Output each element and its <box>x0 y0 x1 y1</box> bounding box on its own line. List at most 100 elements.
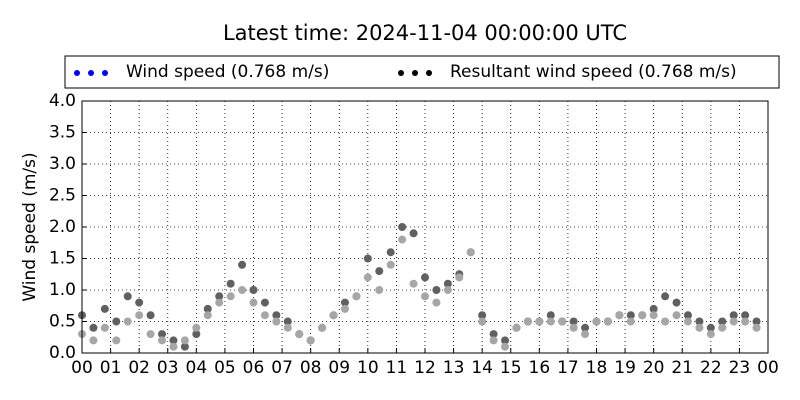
x-tick-label: 06 <box>243 358 265 378</box>
data-point <box>478 311 487 320</box>
x-tick-label: 03 <box>157 358 179 378</box>
data-point <box>626 317 635 326</box>
x-tick-label: 19 <box>614 358 636 378</box>
data-point <box>695 317 704 326</box>
x-tick-label: 12 <box>414 358 436 378</box>
x-tick-label: 13 <box>443 358 465 378</box>
data-point <box>489 330 498 339</box>
data-point <box>558 317 567 326</box>
data-point <box>581 330 590 339</box>
data-point <box>741 311 750 320</box>
y-tick-label: 2.0 <box>49 217 76 237</box>
data-point <box>661 292 670 301</box>
data-point <box>100 304 109 313</box>
x-tick-label: 20 <box>643 358 665 378</box>
data-point <box>649 311 658 320</box>
data-point <box>203 304 212 313</box>
data-point <box>158 336 167 345</box>
x-tick-label: 00 <box>71 358 93 378</box>
legend-box <box>64 55 780 89</box>
legend-label: Wind speed (0.768 m/s) <box>126 62 329 82</box>
data-point <box>272 317 281 326</box>
data-point <box>455 273 464 282</box>
data-point <box>238 260 247 269</box>
data-point <box>192 323 201 332</box>
data-point <box>432 286 441 294</box>
x-tick-label: 18 <box>586 358 608 378</box>
data-point <box>375 286 384 294</box>
y-tick-label: 1.5 <box>49 249 76 269</box>
data-point <box>569 323 578 332</box>
data-point <box>443 279 452 288</box>
data-point <box>386 260 395 269</box>
data-point <box>546 311 555 320</box>
data-point <box>592 317 601 326</box>
y-tick-label: 3.5 <box>49 123 76 143</box>
data-point <box>260 311 269 320</box>
data-point <box>146 311 155 320</box>
data-point <box>501 342 510 351</box>
data-point <box>752 323 761 332</box>
data-point <box>569 317 578 326</box>
x-tick-label: 23 <box>729 358 751 378</box>
x-tick-label: 07 <box>271 358 293 378</box>
data-point <box>112 336 121 345</box>
data-point <box>203 311 212 320</box>
data-point <box>89 323 98 332</box>
data-point <box>489 336 498 345</box>
data-point <box>672 298 681 307</box>
data-point <box>112 317 121 326</box>
data-point <box>615 311 624 320</box>
data-point <box>363 273 372 282</box>
data-point <box>661 317 670 326</box>
data-point <box>215 292 224 301</box>
y-tick-label: 4.0 <box>49 91 76 111</box>
data-point <box>123 317 132 326</box>
data-point <box>352 292 361 301</box>
data-point <box>501 336 510 345</box>
data-point <box>135 311 144 320</box>
data-point <box>638 311 647 320</box>
data-point <box>283 317 292 326</box>
data-point <box>386 248 395 257</box>
data-point <box>249 286 258 294</box>
data-point <box>272 311 281 320</box>
y-tick-label: 3.0 <box>49 154 76 174</box>
y-tick-label: 2.5 <box>49 186 76 206</box>
legend-marker <box>426 70 432 76</box>
data-point <box>523 317 532 326</box>
legend-marker <box>412 70 418 76</box>
data-point <box>729 311 738 320</box>
data-point <box>741 317 750 326</box>
x-tick-label: 15 <box>500 358 522 378</box>
data-point <box>409 279 418 288</box>
data-point <box>546 317 555 326</box>
x-tick-label: 11 <box>386 358 408 378</box>
data-point <box>146 330 155 339</box>
x-tick-label: 04 <box>186 358 208 378</box>
data-point <box>706 330 715 339</box>
data-point <box>706 323 715 332</box>
data-point <box>135 298 144 307</box>
x-tick-label: 08 <box>300 358 322 378</box>
x-tick-label: 05 <box>214 358 236 378</box>
data-point <box>363 254 372 263</box>
data-point <box>466 248 475 257</box>
data-point <box>626 311 635 320</box>
data-point <box>729 317 738 326</box>
data-point <box>158 330 167 339</box>
data-point <box>443 286 452 294</box>
data-point <box>192 330 201 339</box>
data-point <box>169 336 178 345</box>
data-point <box>318 323 327 332</box>
legend-marker <box>88 70 94 76</box>
data-point <box>295 330 304 339</box>
data-point <box>238 286 247 294</box>
y-tick-label: 0.0 <box>49 343 76 363</box>
x-tick-label: 21 <box>671 358 693 378</box>
data-point <box>398 223 407 231</box>
x-tick-label: 00 <box>757 358 779 378</box>
x-tick-label: 10 <box>357 358 379 378</box>
data-point <box>89 336 98 345</box>
